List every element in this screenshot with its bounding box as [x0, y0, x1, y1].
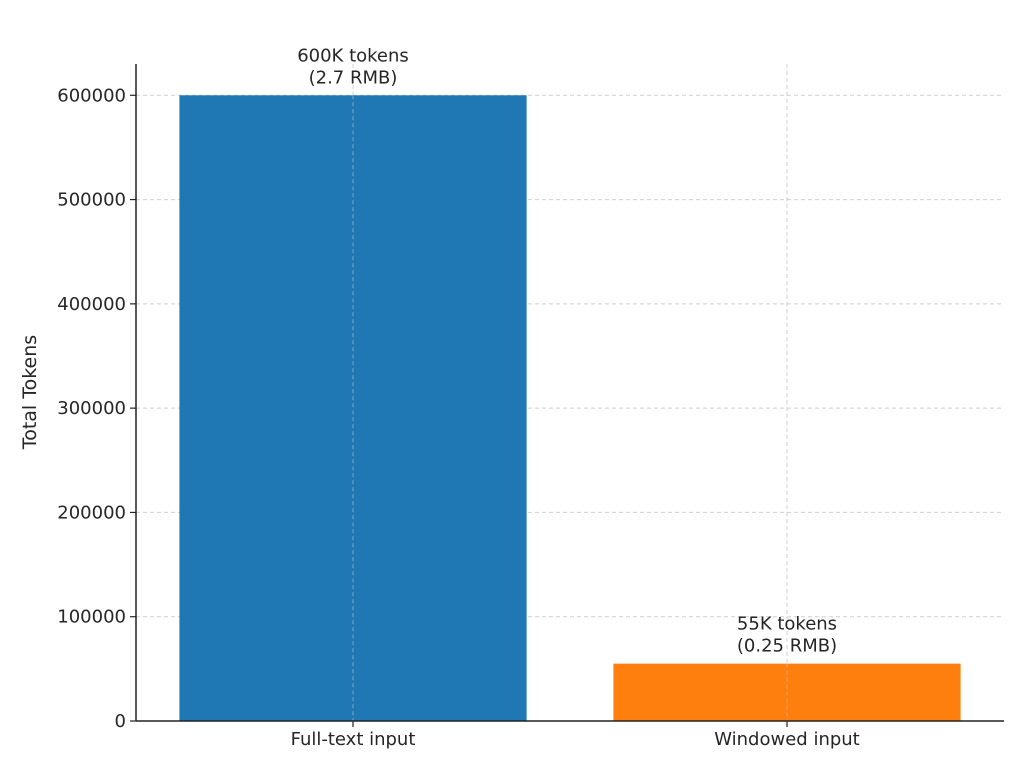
- bar-layer: [179, 95, 961, 722]
- data-label: 600K tokens: [297, 45, 409, 66]
- y-tick-label: 0: [115, 711, 126, 732]
- data-label: (2.7 RMB): [309, 67, 398, 88]
- axis-layer: 0 100000 200000 300000 400000 500000 600000 Ful…: [57, 64, 1004, 750]
- y-tick-label: 600000: [57, 85, 126, 106]
- y-axis-title: Total Tokens: [19, 335, 41, 450]
- y-tick-label: 200000: [57, 502, 126, 523]
- data-label: 55K tokens: [737, 614, 837, 635]
- y-tick-label: 500000: [57, 190, 126, 211]
- y-tick-label: 400000: [57, 294, 126, 315]
- label-layer: 600K tokens(2.7 RMB) 55K tokens(0.25 RMB): [297, 45, 837, 656]
- x-tick-label: Full-text input: [291, 729, 416, 750]
- y-tick-label: 100000: [57, 607, 126, 628]
- y-tick-label: 300000: [57, 398, 126, 419]
- x-tick-label: Windowed input: [714, 729, 860, 750]
- data-label: (0.25 RMB): [737, 636, 837, 657]
